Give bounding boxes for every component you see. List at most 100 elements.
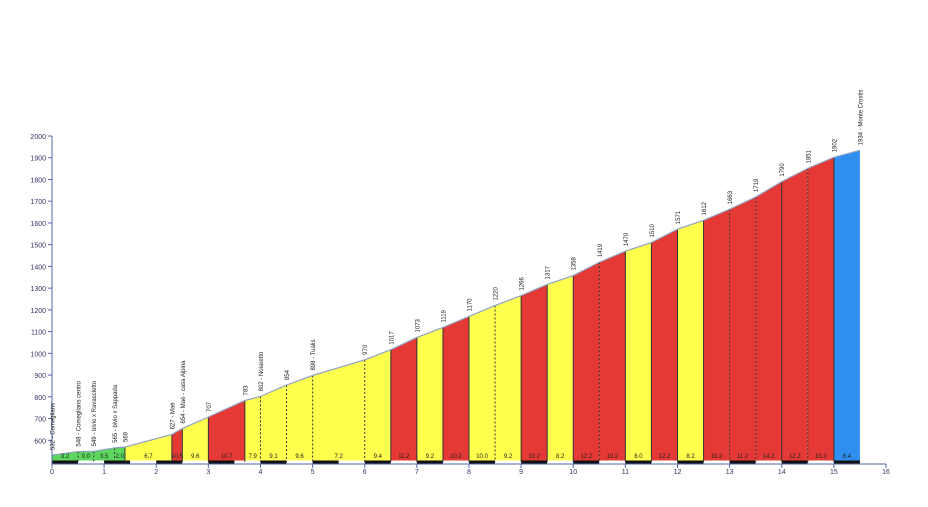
y-tick-label-1900: 1900 <box>30 156 46 163</box>
point-label-12: 970 <box>363 344 369 355</box>
segment-area-21 <box>599 251 626 462</box>
grade-label-17: 9.2 <box>504 454 513 460</box>
distance-strip-6 <box>208 460 235 464</box>
distance-strip-14 <box>416 460 443 464</box>
profile-line <box>51 149 861 456</box>
grade-label-5: 10.5 <box>171 454 183 460</box>
distance-strip-0 <box>52 460 79 464</box>
distance-strip-29 <box>807 460 834 464</box>
y-tick-label-1400: 1400 <box>30 264 46 271</box>
y-tick-label-700: 700 <box>34 417 46 424</box>
grade-label-9: 9.1 <box>269 454 278 460</box>
distance-strip-23 <box>651 460 678 464</box>
point-label-7: 707 <box>207 401 213 412</box>
point-label-6: 654 - Maè - casa Alpina <box>181 360 187 424</box>
distance-strip-25 <box>703 460 730 464</box>
distance-strip-19 <box>547 460 574 464</box>
x-tick-label-8: 8 <box>467 469 471 476</box>
grade-label-18: 10.2 <box>528 454 540 460</box>
distance-strip-11 <box>338 460 365 464</box>
point-label-9: 802 - Noiaretto <box>259 351 265 391</box>
point-label-28: 1790 <box>780 163 786 177</box>
distance-strip-24 <box>677 460 704 464</box>
x-tick-label-7: 7 <box>415 469 419 476</box>
point-label-17: 1220 <box>494 287 500 301</box>
distance-strip-9 <box>286 460 313 464</box>
x-tick-label-5: 5 <box>311 469 315 476</box>
distance-strip-3 <box>130 460 157 464</box>
point-labels-layer: 532 - Comeglians 548 - Comeglians centro 5… <box>51 90 865 450</box>
y-tick-label-1600: 1600 <box>30 221 46 228</box>
segment-area-27 <box>755 181 782 462</box>
point-label-27: 1719 <box>754 178 760 192</box>
y-tick-label-900: 900 <box>34 373 46 380</box>
segment-area-6 <box>182 417 209 462</box>
grade-label-30: 6.4 <box>843 454 852 460</box>
segment-area-4 <box>124 434 172 462</box>
y-tick-label-800: 800 <box>34 395 46 402</box>
point-label-5: 627 - Maè <box>170 402 176 430</box>
distance-strip-30 <box>833 460 860 464</box>
x-tick-label-1: 1 <box>102 469 106 476</box>
distance-strip-8 <box>260 460 287 464</box>
grade-label-29: 10.2 <box>815 454 827 460</box>
grade-label-10: 9.6 <box>295 454 304 460</box>
point-label-10: 854 <box>285 369 291 380</box>
grade-label-15: 10.2 <box>450 454 462 460</box>
point-label-31: 1934 - Monte Crostis <box>858 90 864 146</box>
distance-strip-13 <box>390 460 417 464</box>
distance-strip-10 <box>312 460 339 464</box>
segment-area-10 <box>286 375 313 462</box>
distance-strip-18 <box>521 460 548 464</box>
grade-label-24: 8.2 <box>686 454 695 460</box>
grade-label-6: 9.6 <box>191 454 200 460</box>
grade-label-19: 8.2 <box>556 454 565 460</box>
point-label-14: 1073 <box>415 318 421 332</box>
segment-area-20 <box>573 262 600 462</box>
grade-label-11: 7.2 <box>335 454 344 460</box>
point-label-21: 1419 <box>598 243 604 257</box>
segment-area-5 <box>171 428 183 462</box>
profile-line-layer <box>51 149 861 456</box>
grade-label-4: 6.7 <box>144 454 153 460</box>
y-tick-label-1500: 1500 <box>30 243 46 250</box>
segment-area-24 <box>677 220 704 462</box>
grade-label-2: 3.5 <box>100 454 109 460</box>
distance-strip-26 <box>729 460 756 464</box>
distance-strip-16 <box>469 460 496 464</box>
point-label-18: 1266 <box>520 277 526 291</box>
distance-strip-7 <box>234 460 261 464</box>
x-tick-label-4: 4 <box>259 469 263 476</box>
segment-area-3 <box>114 447 125 462</box>
distance-strip-2 <box>104 460 131 464</box>
segment-area-23 <box>651 229 678 462</box>
x-tick-label-10: 10 <box>569 469 577 476</box>
y-tick-label-1100: 1100 <box>31 330 46 337</box>
segment-area-13 <box>390 337 417 462</box>
x-tick-label-6: 6 <box>363 469 367 476</box>
point-label-11: 898 - Tualis <box>311 339 317 370</box>
segment-area-25 <box>703 209 730 462</box>
grade-label-12: 9.4 <box>374 454 383 460</box>
y-tick-label-600: 600 <box>34 438 46 445</box>
point-label-19: 1317 <box>546 265 552 279</box>
point-label-22: 1470 <box>624 232 630 246</box>
distance-strip-1 <box>78 460 105 464</box>
point-label-3: 565 - bivio x Sappada <box>113 384 119 443</box>
segment-area-26 <box>729 197 756 462</box>
grade-label-23: 12.2 <box>659 454 671 460</box>
grade-label-7: 10.7 <box>221 454 233 460</box>
y-tick-label-1700: 1700 <box>30 199 46 206</box>
segment-area-9 <box>260 385 287 462</box>
segment-area-18 <box>521 284 548 462</box>
segments-layer <box>52 150 860 464</box>
grade-labels-layer: 3.2 0.0 3.5 2.0 6.7 10.5 9.6 10.7 7.9 9.1 9.6 7.2 9.… <box>61 454 852 460</box>
x-tick-label-16: 16 <box>882 469 890 476</box>
point-label-16: 1170 <box>468 298 474 312</box>
y-tick-label-1200: 1200 <box>30 308 46 315</box>
distance-strip-4 <box>156 460 183 464</box>
x-tick-label-15: 15 <box>830 469 838 476</box>
segment-area-29 <box>807 157 834 463</box>
dividers-layer <box>77 157 835 462</box>
